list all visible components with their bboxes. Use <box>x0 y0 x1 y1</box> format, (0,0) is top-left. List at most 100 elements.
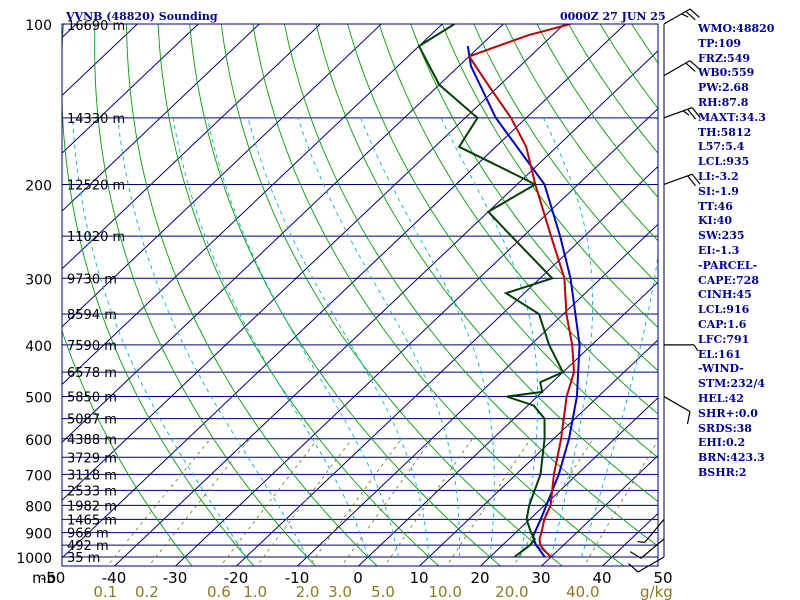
height-label: 9730 m <box>67 272 117 287</box>
stability-index-item: EHI:0.2 <box>698 436 746 450</box>
stability-index-item: LCL:916 <box>698 303 750 317</box>
stability-index-item: STM:232/4 <box>698 377 765 391</box>
temperature-tick-label: 40 <box>592 569 611 587</box>
moist-adiabat <box>247 117 430 558</box>
sounding-time: 0000Z 27 JUN 25 <box>560 10 666 23</box>
stability-index-item: SI:-1.9 <box>698 184 739 198</box>
pressure-tick-label: 100 <box>25 18 52 34</box>
stability-index-item: FRZ:549 <box>698 51 751 65</box>
height-label: 8594 m <box>67 308 117 323</box>
height-label: 1982 m <box>67 499 117 514</box>
grid-lines <box>62 24 658 566</box>
pressure-tick-label: 800 <box>25 499 52 515</box>
mixing-ratio-line <box>384 438 473 566</box>
height-label: 3729 m <box>67 451 117 466</box>
stability-index-item: L57:5.4 <box>698 140 745 154</box>
stability-index-item: -PARCEL- <box>698 258 758 272</box>
height-label: 492 m <box>67 539 109 554</box>
isotherm-line <box>540 454 658 566</box>
stability-index-item: PW:2.68 <box>698 81 749 95</box>
plot-clip-group <box>62 24 658 566</box>
wind-barb <box>663 8 700 25</box>
stability-index-item: BSHR:2 <box>698 465 747 479</box>
stability-index-item: KI:40 <box>698 214 733 228</box>
moist-adiabat <box>72 117 247 558</box>
mixing-ratio-label: 0.1 <box>93 583 117 600</box>
stability-index-item: WMO:48820 <box>698 22 775 35</box>
height-label: 5087 m <box>67 413 117 428</box>
mixing-ratio-label: 2.0 <box>296 583 320 600</box>
stability-index-item: WB0:559 <box>698 66 755 80</box>
moist-adiabat <box>117 117 308 558</box>
mixing-ratio-line <box>446 438 532 566</box>
dry-adiabat <box>347 24 658 459</box>
height-label: 12520 m <box>67 178 125 193</box>
temperature-tick-label: -10 <box>285 569 310 587</box>
pressure-tick-label: 500 <box>25 391 52 407</box>
mixing-ratio-label: 10.0 <box>428 583 461 600</box>
height-label: 11020 m <box>67 230 125 245</box>
dry-adiabat <box>283 24 658 547</box>
height-label: 4388 m <box>67 433 117 448</box>
mixing-ratio-line <box>148 438 251 566</box>
height-label: 14330 m <box>67 112 125 127</box>
stability-index-item: SW:235 <box>698 229 745 243</box>
isotherm-line <box>174 107 658 566</box>
temperature-tick-label: -30 <box>163 569 188 587</box>
height-label: 16690 m <box>67 19 125 34</box>
temperature-tick-label: -40 <box>102 569 127 587</box>
mixing-ratio-label: 5.0 <box>371 583 395 600</box>
height-label: 7590 m <box>67 339 117 354</box>
wind-barb <box>664 344 699 352</box>
parcel-trace <box>466 45 581 558</box>
isotherm-line <box>62 24 383 328</box>
dry-adiabat <box>189 24 502 566</box>
temperature-tick-label: -20 <box>224 569 249 587</box>
wind-barb <box>663 396 691 425</box>
wind-barb <box>663 60 700 77</box>
mixing-ratio-line <box>583 439 658 566</box>
moist-adiabat <box>172 117 369 558</box>
temperature-trace <box>467 24 576 558</box>
isotherm-line <box>418 339 658 566</box>
temperature-tick-label: 50 <box>653 569 672 587</box>
isotherm-line <box>62 24 627 559</box>
height-label: 3118 m <box>67 468 117 483</box>
dry-adiabat <box>157 24 440 566</box>
moist-adiabat <box>206 117 399 558</box>
stability-index-item: -WIND- <box>698 362 744 376</box>
dry-adiabat <box>378 24 658 415</box>
wind-barb <box>663 107 701 120</box>
stability-index-item: BRN:423.3 <box>698 451 765 465</box>
height-label: 35 m <box>67 551 100 566</box>
height-label: 1465 m <box>67 513 117 528</box>
sounding-profiles <box>417 24 581 558</box>
isotherm-line <box>296 223 658 566</box>
stability-index-item: LCL:935 <box>698 155 750 169</box>
mixing-ratio-line <box>220 438 319 566</box>
height-label: 5850 m <box>67 391 117 406</box>
isotherm-line <box>62 24 444 386</box>
pressure-tick-label: 1000 <box>16 551 52 567</box>
height-label: 2533 m <box>67 484 117 499</box>
wind-barb <box>629 538 665 559</box>
dry-adiabat <box>410 24 658 372</box>
isotherm-line <box>62 24 322 270</box>
pressure-tick-label: 900 <box>25 527 52 543</box>
moist-adiabat <box>542 117 594 558</box>
dry-adiabat <box>94 24 317 566</box>
dry-adiabat <box>62 329 193 566</box>
isotherm-line <box>62 24 566 501</box>
wind-barb <box>628 556 665 573</box>
mixing-ratio-line <box>341 438 433 566</box>
pressure-tick-label: 400 <box>25 339 52 355</box>
stability-index-item: LFC:791 <box>698 332 750 346</box>
dry-adiabat <box>504 24 658 242</box>
mb-unit-label: mb <box>32 569 56 587</box>
plot-frame <box>61 23 659 567</box>
isotherm-line <box>62 24 200 154</box>
temperature-tick-label: 20 <box>470 569 489 587</box>
stability-index-item: MAXT:34.3 <box>698 110 766 124</box>
